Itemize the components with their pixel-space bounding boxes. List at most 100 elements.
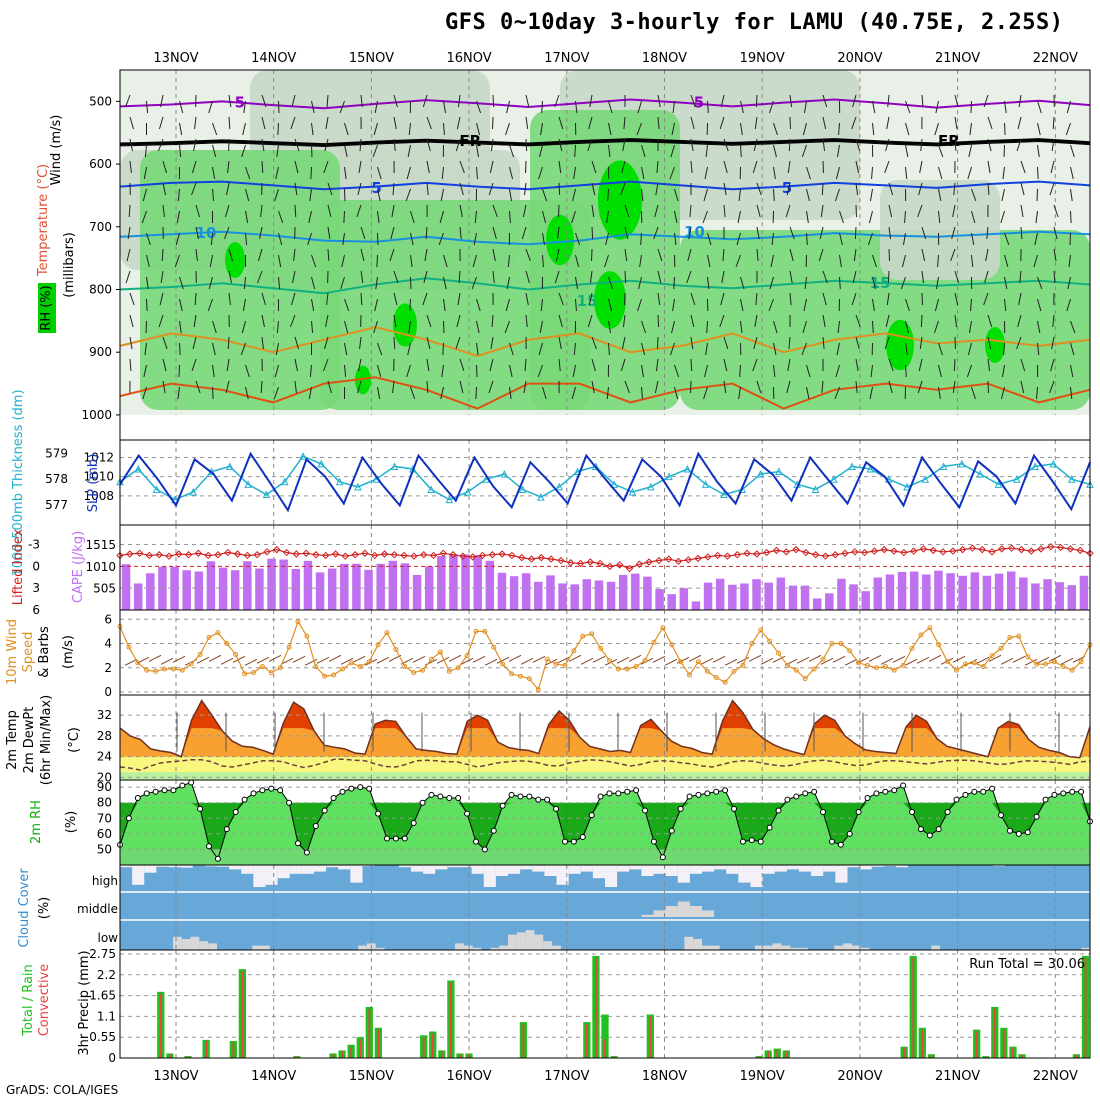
wind-barb — [291, 94, 296, 108]
wind-barb — [739, 364, 741, 378]
wind-barb — [938, 166, 943, 180]
wind-speed-marker — [464, 653, 470, 659]
wind-barb — [456, 314, 461, 328]
rh2m-marker — [953, 796, 960, 803]
precip-tick-label: 2.75 — [89, 947, 116, 961]
contour-label: 10 — [684, 223, 705, 241]
li-marker — [968, 544, 977, 552]
cloud-high-bar — [689, 865, 702, 874]
precip-convective-bar — [613, 1056, 615, 1058]
cloud-low-bar — [199, 941, 209, 950]
wind-barb — [422, 292, 428, 306]
rh2m-marker — [250, 790, 257, 797]
wind-barb — [901, 254, 906, 268]
wind-speed-marker — [936, 642, 942, 648]
wind-speed-marker — [393, 647, 399, 653]
wind-barb — [621, 336, 626, 350]
wind-barb — [509, 342, 514, 356]
li-marker — [116, 551, 124, 560]
cloud-low-bar — [516, 932, 526, 950]
cloud-high-bar — [811, 865, 824, 876]
wind-barb — [1020, 358, 1026, 372]
wind-barb — [587, 138, 593, 152]
wind-barb — [905, 342, 908, 356]
wind-barb — [522, 204, 527, 218]
wind-barb — [393, 138, 396, 152]
wind-barb — [360, 248, 365, 262]
cloud-high-bar — [544, 865, 557, 876]
precip-tick-label: 2.2 — [97, 968, 116, 982]
wind-barb — [804, 276, 807, 290]
wind-barb — [344, 364, 347, 378]
wind-speed-marker — [348, 660, 354, 666]
cloud-middle-bar — [653, 910, 666, 917]
wind-barb — [261, 138, 265, 152]
wind-speed-marker — [767, 638, 773, 644]
rh2m-marker — [1042, 796, 1049, 803]
thickness-marker — [500, 469, 509, 478]
wind-barb — [806, 232, 808, 246]
wind-barb — [538, 166, 543, 180]
rh-high-spot — [886, 319, 914, 371]
wind-barb — [212, 144, 217, 158]
cloud-high-bar — [180, 865, 193, 868]
wind-barb — [1004, 276, 1008, 290]
wind-barb — [327, 380, 332, 394]
rh2m-tick-label: 90 — [97, 780, 112, 794]
wind-speed-marker — [153, 668, 159, 674]
contour-label: 15 — [577, 292, 598, 310]
wind-speed-marker — [829, 641, 835, 647]
li-marker — [772, 546, 781, 555]
li-marker — [615, 561, 624, 569]
li-marker — [939, 548, 947, 556]
li-marker — [184, 551, 193, 559]
wind-barb — [125, 270, 131, 284]
wind-barb — [935, 276, 939, 290]
cloud-high-bar — [314, 865, 327, 872]
cloud-middle-label: middle — [77, 902, 118, 916]
wind-speed-marker — [811, 666, 817, 672]
wind-barb — [290, 116, 296, 130]
thickness-marker — [317, 459, 326, 468]
cape-bar — [667, 594, 676, 610]
wind-speed-marker — [1069, 667, 1075, 673]
li-marker — [253, 551, 261, 559]
wind-barb — [770, 254, 774, 268]
cape-bar — [885, 574, 895, 610]
thickness-marker — [628, 487, 637, 496]
li-marker — [762, 548, 771, 557]
li-marker — [694, 554, 702, 563]
wind-barb — [1037, 100, 1042, 114]
wind-barb — [589, 94, 593, 108]
cape-bar — [509, 576, 519, 610]
freezing-level-line-2 — [119, 140, 1091, 148]
rh2m-marker — [722, 787, 729, 794]
wind-barb — [311, 254, 317, 268]
wind-barb — [144, 342, 147, 356]
wind-barb — [309, 364, 312, 378]
wind-barb — [476, 144, 480, 158]
contour-label: 5 — [694, 94, 704, 112]
wind-barb — [768, 100, 774, 114]
cloud-high-bar — [508, 865, 521, 874]
wind-barb — [324, 336, 329, 350]
wind-barb — [983, 292, 989, 306]
thickness-marker — [756, 469, 765, 478]
cloud-low-bar — [772, 943, 782, 950]
below-surface — [120, 414, 1090, 440]
wind-barb — [1037, 342, 1040, 356]
wind-barb — [669, 166, 675, 180]
wind-barb — [886, 116, 890, 130]
temp-25c-contour — [119, 376, 1091, 410]
precip-convective-bar — [785, 1051, 788, 1058]
cape-bar — [352, 563, 361, 610]
wind-barb — [228, 270, 232, 284]
wind-barb — [245, 364, 250, 378]
convective-axis-label: Convective — [37, 964, 52, 1037]
wind-barb — [723, 358, 728, 372]
thickness-marker — [1049, 459, 1058, 468]
cape-bar — [812, 598, 822, 610]
wind-barb — [492, 204, 498, 218]
rh2m-marker — [980, 788, 987, 795]
thickness-marker — [646, 482, 655, 491]
